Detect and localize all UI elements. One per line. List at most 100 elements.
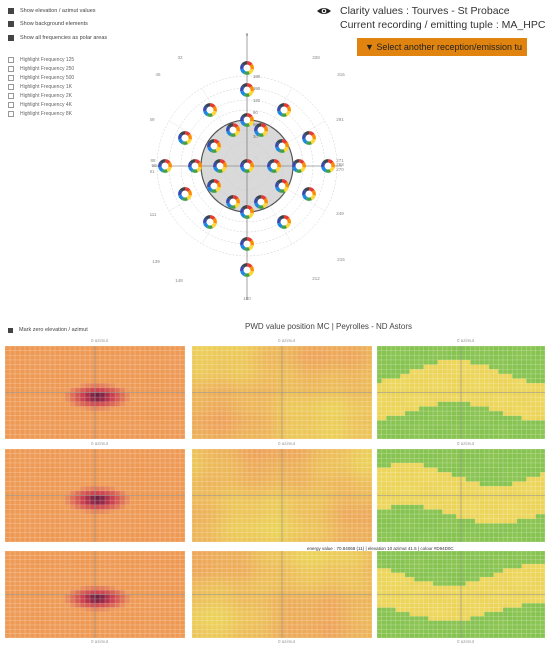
frequency-donut[interactable]	[302, 187, 316, 201]
checkbox-mark-zero[interactable]	[8, 327, 13, 333]
toggle-elevation-azimut[interactable]: Show elevation / azimut values	[8, 8, 96, 14]
highlight-2k-label: Highlight Frequency 2K	[20, 93, 72, 99]
checkbox-highlight-500[interactable]	[8, 75, 14, 81]
frequency-donut[interactable]	[240, 237, 254, 251]
checkbox-highlight-250[interactable]	[8, 66, 14, 72]
heatmap-r1-c3[interactable]	[377, 346, 545, 439]
polar-spoke	[201, 87, 248, 167]
highlight-4k[interactable]: Highlight Frequency 4K	[8, 102, 72, 108]
highlight-2k[interactable]: Highlight Frequency 2K	[8, 93, 72, 99]
frequency-donut[interactable]	[158, 159, 172, 173]
checkbox-elevation-azimut[interactable]	[8, 8, 14, 14]
heatmap-r1-c1[interactable]	[5, 346, 185, 439]
heatmap-r3-c2[interactable]	[192, 551, 372, 638]
frequency-donut[interactable]	[240, 61, 254, 75]
polar-ring-label: 150	[253, 86, 261, 91]
checkbox-polar-areas[interactable]	[8, 35, 14, 41]
polar-angle-label: 45	[155, 72, 161, 77]
energy-tooltip: energy value : 70.84068 (11) | elevation…	[307, 546, 454, 551]
polar-angle-label: 111	[150, 212, 157, 217]
highlight-500[interactable]: Highlight Frequency 500	[8, 75, 74, 81]
polar-angle-label: 0	[246, 32, 249, 37]
polar-angle-label: 249	[336, 211, 344, 216]
heatmap-r1-c2[interactable]	[192, 346, 372, 439]
frequency-donut[interactable]	[240, 83, 254, 97]
heatmap-axis-label: 0 azimut	[278, 441, 296, 446]
frequency-donut[interactable]	[240, 263, 254, 277]
checkbox-highlight-125[interactable]	[8, 57, 14, 63]
polar-angle-label: 215	[337, 257, 345, 262]
frequency-donut[interactable]	[275, 139, 289, 153]
heatmap-axis-label: 0 azimut	[457, 338, 475, 343]
heatmap-r2-c3[interactable]	[377, 449, 545, 542]
toggle-mark-zero-label: Mark zero elevation / azimut	[19, 327, 88, 333]
frequency-donut[interactable]	[302, 131, 316, 145]
frequency-donut[interactable]	[254, 123, 268, 137]
heatmap-r2-c2[interactable]	[192, 449, 372, 542]
frequency-donut[interactable]	[240, 205, 254, 219]
highlight-1k-label: Highlight Frequency 1K	[20, 84, 72, 90]
frequency-donut[interactable]	[321, 159, 335, 173]
highlight-250-label: Highlight Frequency 250	[20, 66, 75, 72]
toggle-mark-zero[interactable]: Mark zero elevation / azimut	[8, 327, 88, 333]
frequency-donut[interactable]	[226, 123, 240, 137]
frequency-donut[interactable]	[226, 195, 240, 209]
checkbox-highlight-2k[interactable]	[8, 93, 14, 99]
heatmap-axis-label: 0 azimut	[457, 639, 475, 644]
frequency-donut[interactable]	[240, 113, 254, 127]
frequency-donut[interactable]	[277, 103, 291, 117]
polar-angle-label: 32	[177, 55, 183, 60]
frequency-donut[interactable]	[188, 159, 202, 173]
polar-spoke	[246, 87, 293, 167]
highlight-125-label: Highlight Frequency 125	[20, 57, 75, 63]
frequency-donut[interactable]	[292, 159, 306, 173]
heatmap-axis-label: 0 azimut	[91, 338, 109, 343]
polar-angle-label: 148	[175, 278, 183, 283]
frequency-donut[interactable]	[275, 179, 289, 193]
highlight-250[interactable]: Highlight Frequency 250	[8, 66, 74, 72]
frequency-donut[interactable]	[178, 131, 192, 145]
heatmap-r3-c1[interactable]	[5, 551, 185, 638]
frequency-donut[interactable]	[207, 179, 221, 193]
polar-chart: 0324569889091111139148180212215249268270…	[150, 32, 345, 301]
heatmap-r3-c3[interactable]	[377, 551, 545, 638]
polar-angle-label: 271	[336, 158, 344, 163]
polar-angle-label: 270	[336, 167, 344, 172]
frequency-donut[interactable]	[207, 139, 221, 153]
heatmap-axis-label: 0 azimut	[457, 441, 475, 446]
heatmap-axis-label: 0 azimut	[91, 639, 109, 644]
polar-angle-label: 328	[312, 55, 320, 60]
polar-donuts	[158, 61, 335, 277]
highlight-8k[interactable]: Highlight Frequency 8K	[8, 111, 72, 117]
checkbox-highlight-1k[interactable]	[8, 84, 14, 90]
frequency-donut[interactable]	[254, 195, 268, 209]
polar-spoke	[201, 165, 248, 245]
heatmap-axis-label: 0 azimut	[278, 338, 296, 343]
frequency-donut[interactable]	[203, 215, 217, 229]
polar-ring-label: 30	[253, 134, 258, 139]
heatmap-r2-c1[interactable]	[5, 449, 185, 542]
frequency-donut[interactable]	[240, 159, 254, 173]
heatmap-axis-label: 0 azimut	[91, 441, 109, 446]
polar-angle-label: 88	[150, 158, 156, 163]
heatmap-title: PWD value position MC | Peyrolles - ND A…	[245, 322, 413, 331]
frequency-donut[interactable]	[277, 215, 291, 229]
highlight-8k-label: Highlight Frequency 8K	[20, 111, 72, 117]
frequency-donut[interactable]	[213, 159, 227, 173]
polar-angle-label: 291	[336, 117, 344, 122]
highlight-1k[interactable]: Highlight Frequency 1K	[8, 84, 72, 90]
select-tuple-button[interactable]: ▼ Select another reception/emission tu	[357, 38, 527, 56]
toggle-polar-areas[interactable]: Show all frequencies as polar areas	[8, 35, 107, 41]
checkbox-background-elements[interactable]	[8, 21, 14, 27]
toggle-background-elements[interactable]: Show background elements	[8, 21, 88, 27]
clarity-title: Clarity values : Tourves - St Probace	[340, 5, 510, 17]
checkbox-highlight-8k[interactable]	[8, 111, 14, 117]
checkbox-highlight-4k[interactable]	[8, 102, 14, 108]
highlight-500-label: Highlight Frequency 500	[20, 75, 75, 81]
frequency-donut[interactable]	[267, 159, 281, 173]
highlight-125[interactable]: Highlight Frequency 125	[8, 57, 74, 63]
frequency-donut[interactable]	[203, 103, 217, 117]
frequency-donut[interactable]	[178, 187, 192, 201]
polar-ring-label: 60	[253, 122, 258, 127]
toggle-elevation-azimut-label: Show elevation / azimut values	[20, 8, 96, 14]
